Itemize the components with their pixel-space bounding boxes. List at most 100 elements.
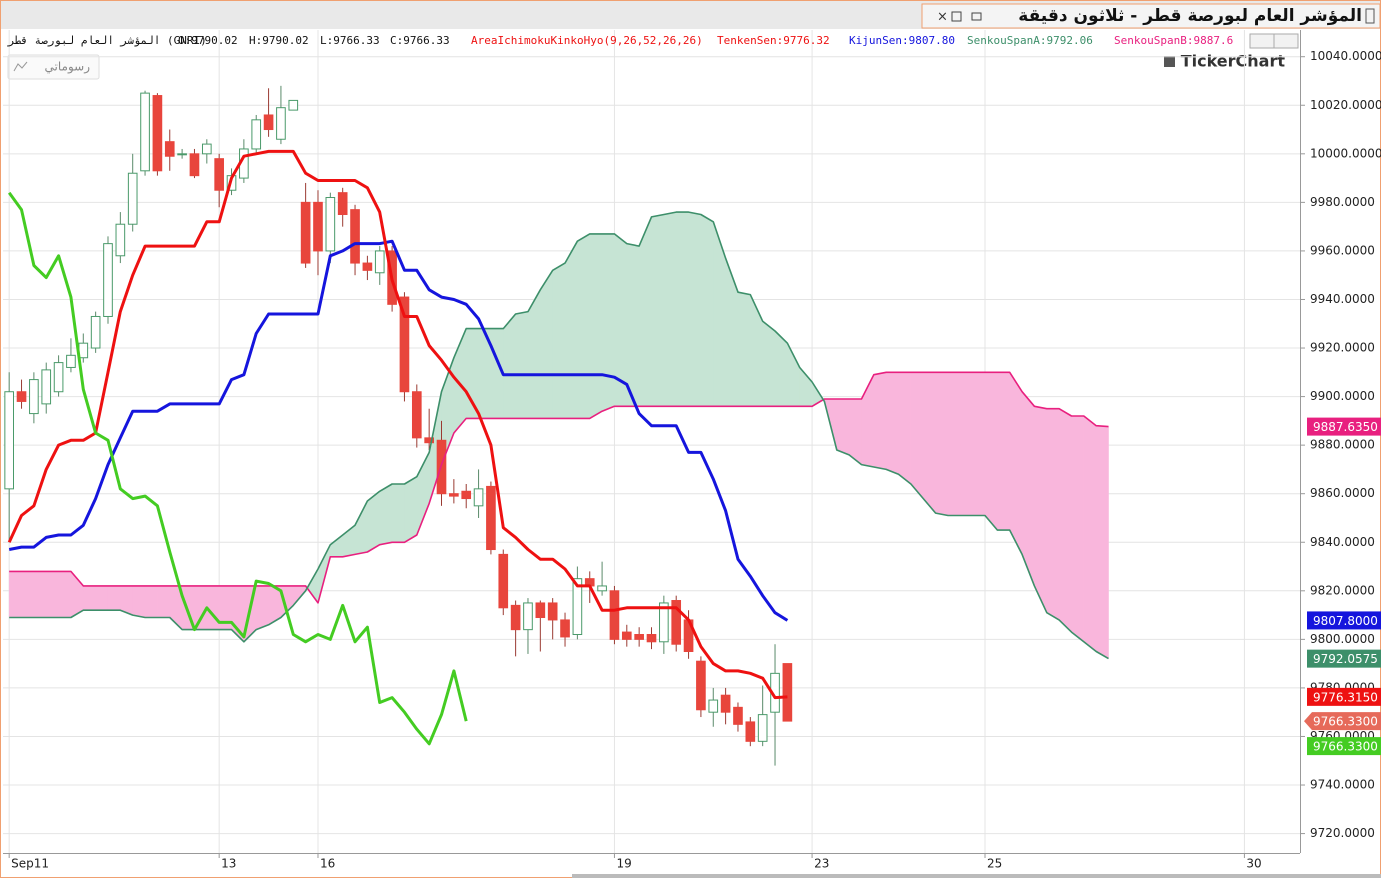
y-tick-label: 9880.0000: [1310, 438, 1375, 452]
candle-body: [733, 706, 743, 725]
y-tick-label: 10020.0000: [1310, 98, 1381, 112]
indicator-line: [9, 211, 1109, 660]
y-tick-label: 9800.0000: [1310, 632, 1375, 646]
price-label-box: [1307, 687, 1381, 706]
indicator-label: AreaIchimokuKinkoHyo(9,26,52,26,26): [471, 34, 703, 47]
cloud-fill: [972, 372, 986, 516]
candle-body: [140, 92, 150, 172]
cloud-fill: [663, 211, 677, 407]
cloud-fill: [626, 243, 640, 407]
detach-icon[interactable]: [971, 12, 982, 21]
candle-body: [449, 493, 459, 497]
candle-body: [671, 600, 682, 645]
candle-body: [325, 197, 336, 252]
cloud-fill: [515, 311, 529, 419]
candle-body: [708, 699, 719, 713]
y-tick-label: 9740.0000: [1310, 778, 1375, 792]
cloud-fill: [132, 585, 146, 618]
cloud-fill: [1095, 425, 1109, 660]
candle-body: [41, 369, 52, 405]
cloud-fill: [83, 585, 96, 611]
scrollbar[interactable]: [572, 874, 1381, 878]
x-tick-label: 16: [320, 857, 335, 871]
candle-body: [597, 585, 607, 592]
x-tick-label: 23: [814, 857, 829, 871]
y-tick-label: 9960.0000: [1310, 243, 1375, 257]
cloud-fill: [1009, 371, 1023, 555]
candle-body: [486, 485, 496, 551]
candle-body: [263, 114, 274, 131]
cloud-fill: [107, 585, 121, 611]
restore-icon[interactable]: [951, 11, 962, 22]
candle-body: [66, 354, 76, 368]
legend-entry: SenkouSpanB:9887.6: [1114, 34, 1233, 47]
info-text: المؤشر العام لبورصة قطر (GNRI): [7, 34, 207, 47]
price-label-box: [1304, 712, 1381, 731]
cloud-fill: [984, 372, 998, 531]
cloud-fill: [960, 372, 973, 516]
indicator-line: [7, 191, 468, 746]
candle-body: [90, 315, 101, 349]
y-tick-label: 10000.0000: [1310, 146, 1381, 160]
candle-body: [276, 107, 286, 140]
candle-body: [621, 631, 632, 640]
legend-settings[interactable]: [1273, 33, 1299, 49]
candle-body: [720, 694, 731, 713]
candle-body: [424, 437, 434, 444]
drawings-button-label[interactable]: رسوماتي: [45, 60, 91, 75]
price-label: 9807.8000: [1313, 614, 1378, 628]
candle-body: [164, 141, 175, 157]
candle-body: [659, 602, 669, 643]
legend-entry: TenkenSen:9776.32: [717, 34, 830, 47]
candle-body: [251, 119, 262, 150]
x-tick-label: 30: [1246, 857, 1261, 871]
cloud-fill: [1071, 415, 1085, 643]
cloud-fill: [95, 585, 109, 611]
cloud-fill: [255, 585, 269, 631]
y-tick-label: 9840.0000: [1310, 535, 1375, 549]
close-icon[interactable]: ×: [937, 10, 948, 25]
cloud-fill: [651, 214, 665, 407]
candle-body: [411, 391, 422, 439]
cloud-fill: [848, 398, 862, 466]
cloud-fill: [700, 214, 714, 407]
cloud-fill: [552, 262, 566, 419]
lines-layer: [7, 149, 1109, 746]
x-tick-label: 25: [987, 857, 1002, 871]
y-tick-label: 9980.0000: [1310, 195, 1375, 209]
legend-toggle[interactable]: [1249, 33, 1275, 49]
price-label: 9792.0575: [1313, 652, 1378, 666]
cloud-fill: [8, 571, 22, 618]
price-label: 9766.3300: [1313, 740, 1378, 754]
cloud-fill: [1034, 405, 1048, 613]
cloud-fill: [935, 372, 949, 516]
candle-body: [634, 634, 644, 640]
cloud-fill: [1046, 408, 1060, 621]
cloud-fill: [194, 585, 208, 630]
cloud-fill: [601, 233, 615, 412]
cloud-fill: [836, 398, 850, 456]
candle-body: [300, 201, 311, 264]
cloud-fill: [997, 372, 1010, 531]
candle-body: [177, 153, 187, 156]
x-tick-label: Sep11: [11, 857, 49, 871]
candle-body: [214, 158, 224, 191]
cloud-fill: [885, 372, 899, 475]
candle-body: [152, 95, 163, 172]
candle-body: [127, 172, 138, 225]
cloud-fill: [688, 211, 702, 407]
y-tick-label: 9860.0000: [1310, 486, 1375, 500]
info-text: O:9790.02: [178, 34, 238, 47]
price-label-box: [1307, 649, 1381, 668]
cloud-fill: [910, 372, 924, 500]
cloud-fill: [404, 476, 418, 543]
cloud-fill: [898, 372, 912, 485]
cloud-fill: [157, 585, 171, 618]
cloud-fill: [923, 372, 936, 514]
candle-body: [757, 714, 768, 742]
cloud-fill: [1021, 391, 1035, 587]
info-text: H:9790.02: [249, 34, 309, 47]
drawings-button[interactable]: [7, 54, 100, 80]
cloud-fill: [391, 483, 405, 543]
